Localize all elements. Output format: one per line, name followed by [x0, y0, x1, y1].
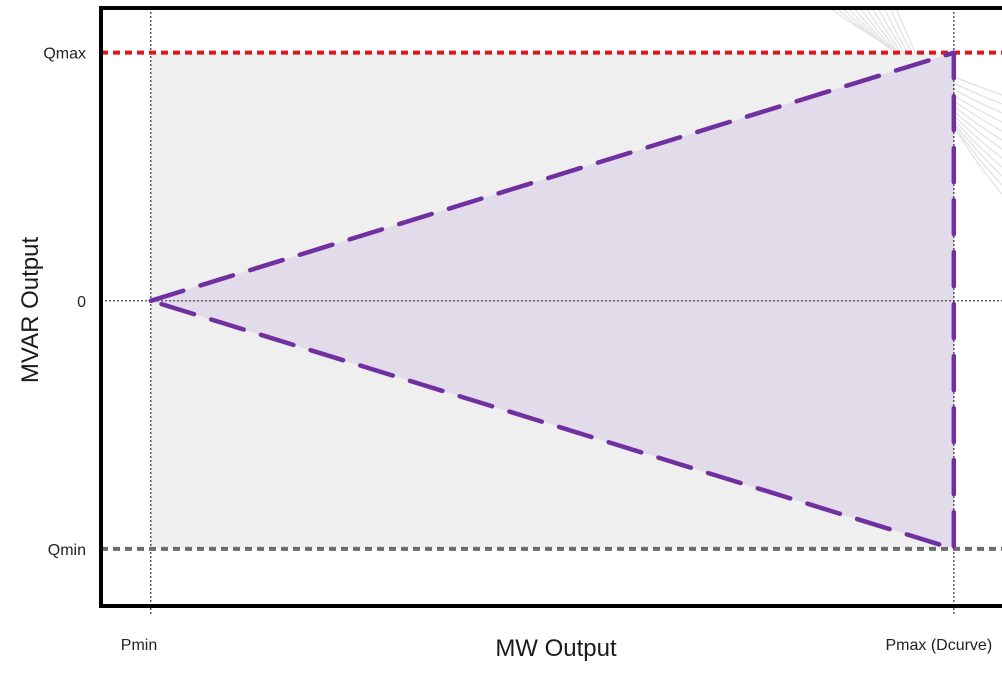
x-axis-title: MW Output: [495, 635, 617, 662]
y-axis-title: MVAR Output: [17, 237, 44, 384]
capability-region-fill: [150, 52, 954, 549]
x-tick-label: Pmax (Dcurve): [885, 637, 992, 654]
y-tick-label: 0: [77, 294, 86, 311]
capability-curve-outline: [148, 50, 957, 552]
y-tick-label: Qmin: [48, 542, 86, 559]
y-tick-label: Qmax: [43, 46, 86, 63]
x-tick-label: Pmin: [121, 637, 157, 654]
plot-frame: [99, 6, 1002, 608]
